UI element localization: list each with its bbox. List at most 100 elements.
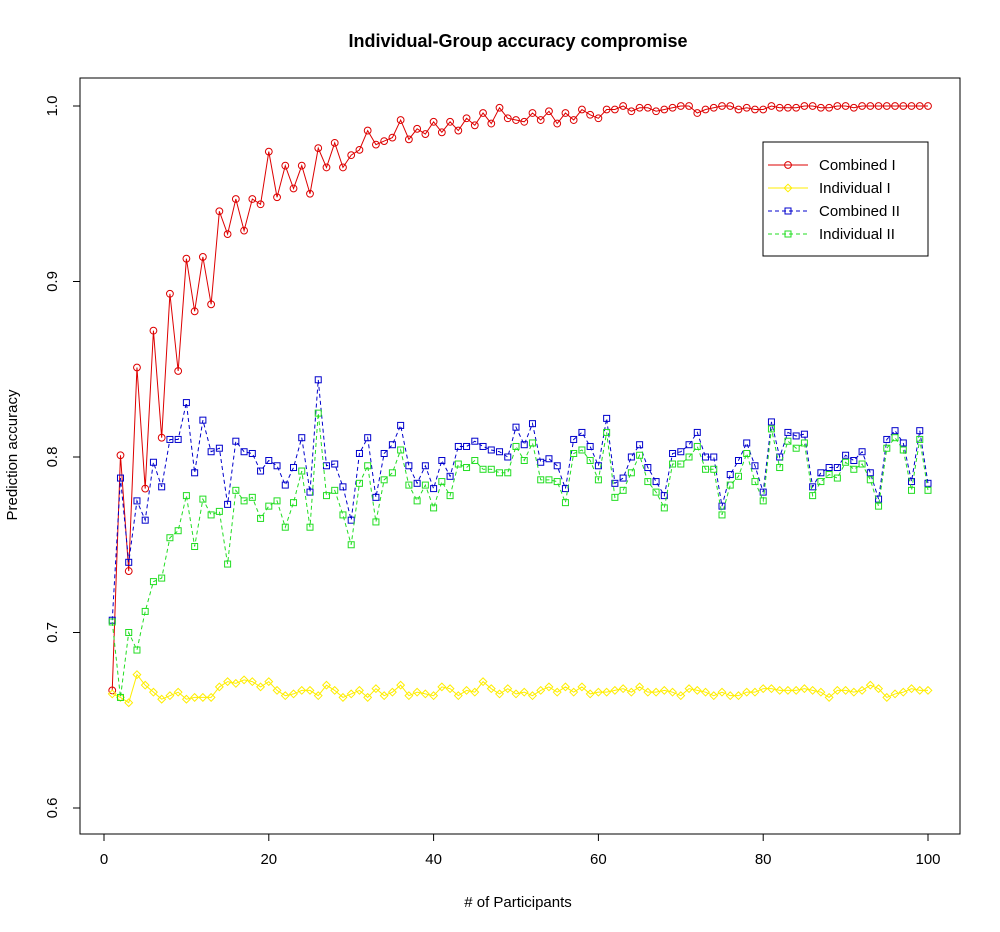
data-point (166, 435, 174, 443)
data-point (380, 449, 388, 457)
data-point (676, 691, 686, 701)
data-point (685, 441, 693, 449)
data-point (726, 471, 734, 479)
data-point (454, 442, 462, 450)
data-point (602, 105, 611, 114)
data-point (775, 103, 784, 112)
data-point (265, 502, 273, 510)
chart-title: Individual-Group accuracy compromise (348, 31, 687, 51)
data-point (355, 479, 363, 487)
data-point (585, 689, 595, 699)
data-point (339, 483, 347, 491)
data-point (717, 687, 727, 697)
data-point (750, 687, 760, 697)
data-point (380, 476, 388, 484)
data-point (232, 486, 240, 494)
data-point (560, 682, 570, 692)
data-point (519, 687, 529, 697)
legend-entry: Combined II (768, 203, 900, 220)
data-point (405, 462, 413, 470)
x-axis-label: # of Participants (464, 894, 572, 911)
data-point (726, 481, 734, 489)
data-point (463, 464, 471, 472)
data-point (817, 478, 825, 486)
data-point (231, 195, 240, 203)
data-point (916, 435, 924, 443)
data-point (421, 462, 429, 470)
data-point (298, 467, 306, 475)
data-point (578, 428, 586, 436)
data-point (767, 418, 775, 426)
data-point (388, 441, 396, 449)
data-point (669, 449, 677, 457)
data-point (363, 692, 373, 702)
series-line-individual-ii (111, 413, 929, 698)
data-point (165, 691, 175, 701)
data-point (232, 437, 240, 445)
data-point (108, 686, 117, 695)
data-point (157, 433, 166, 442)
data-point (882, 692, 892, 702)
data-point (850, 457, 858, 465)
data-point (116, 693, 124, 701)
data-point (429, 117, 438, 126)
data-point (570, 449, 578, 457)
legend-entry: Combined I (768, 157, 896, 174)
data-point (718, 511, 726, 519)
data-point (916, 427, 924, 435)
data-point (372, 493, 380, 501)
data-point (586, 457, 594, 465)
data-point (339, 511, 347, 519)
data-point (148, 687, 158, 697)
data-point (858, 460, 866, 468)
data-point (379, 691, 389, 701)
data-point (742, 103, 751, 112)
data-point (643, 103, 652, 112)
data-point (850, 465, 858, 473)
data-point (842, 458, 850, 466)
data-point (536, 116, 545, 124)
data-point (486, 684, 496, 694)
data-point (603, 428, 611, 436)
data-point (924, 102, 932, 110)
data-point (619, 474, 627, 482)
data-point (825, 464, 833, 472)
data-point (504, 453, 512, 461)
data-point (331, 460, 339, 468)
data-point (240, 448, 248, 456)
data-point (273, 497, 281, 505)
data-point (224, 500, 232, 508)
data-point (174, 367, 183, 375)
data-point (487, 119, 496, 128)
data-point (536, 685, 546, 695)
data-point (636, 441, 644, 449)
data-point (133, 646, 141, 654)
data-point (693, 109, 702, 117)
data-point (198, 692, 208, 702)
data-point (412, 687, 422, 697)
data-point (874, 102, 883, 110)
data-point (734, 472, 742, 480)
data-point (223, 230, 232, 239)
data-point (545, 455, 553, 463)
legend-entry: Individual II (768, 226, 895, 243)
data-point (792, 444, 800, 452)
x-axis: 0 20 40 60 80 100 (100, 833, 941, 868)
data-point (660, 492, 668, 500)
data-point (561, 485, 569, 493)
data-point (363, 126, 372, 135)
data-point (133, 363, 141, 372)
data-point (618, 684, 628, 694)
data-point (684, 684, 694, 694)
data-point (247, 677, 257, 687)
data-point (257, 467, 265, 475)
data-point (759, 105, 768, 114)
data-point (668, 687, 678, 697)
data-point (107, 689, 117, 699)
data-point (833, 464, 841, 472)
data-point (808, 685, 818, 695)
legend-marker (783, 183, 793, 193)
data-point (553, 462, 561, 470)
series-line-individual-i (112, 673, 928, 704)
data-point (125, 558, 133, 566)
